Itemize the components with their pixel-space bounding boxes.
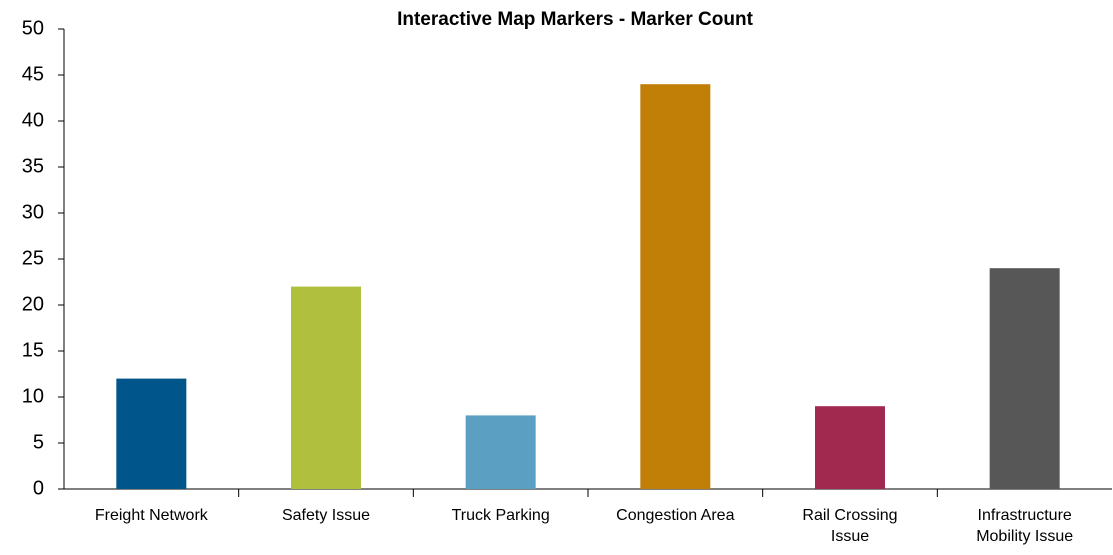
bar	[989, 268, 1060, 489]
x-tick-label: Truck Parking	[452, 507, 550, 524]
x-tick-label: Freight Network	[95, 507, 209, 524]
y-tick-label: 0	[33, 477, 44, 499]
bar	[640, 84, 711, 489]
y-tick-label: 30	[22, 201, 44, 223]
x-tick-label: Infrastructure Mobility Issue	[976, 507, 1073, 545]
bar	[815, 406, 885, 489]
x-tick-label: Rail Crossing Issue	[802, 507, 897, 545]
chart-title: Interactive Map Markers - Marker Count	[397, 9, 754, 30]
y-tick-label: 45	[22, 63, 44, 85]
y-tick-label: 25	[22, 247, 44, 269]
x-tick-label: Congestion Area	[616, 507, 734, 524]
y-tick-label: 20	[22, 293, 44, 315]
bar	[291, 286, 361, 489]
y-tick-label: 15	[22, 339, 44, 361]
bar	[116, 378, 187, 489]
y-tick-label: 35	[22, 155, 44, 177]
y-tick-label: 50	[22, 17, 44, 39]
y-tick-label: 40	[22, 109, 44, 131]
y-tick-label: 10	[22, 385, 44, 407]
bar	[465, 415, 536, 489]
y-tick-label: 5	[33, 431, 44, 453]
x-tick-label: Safety Issue	[282, 507, 370, 524]
